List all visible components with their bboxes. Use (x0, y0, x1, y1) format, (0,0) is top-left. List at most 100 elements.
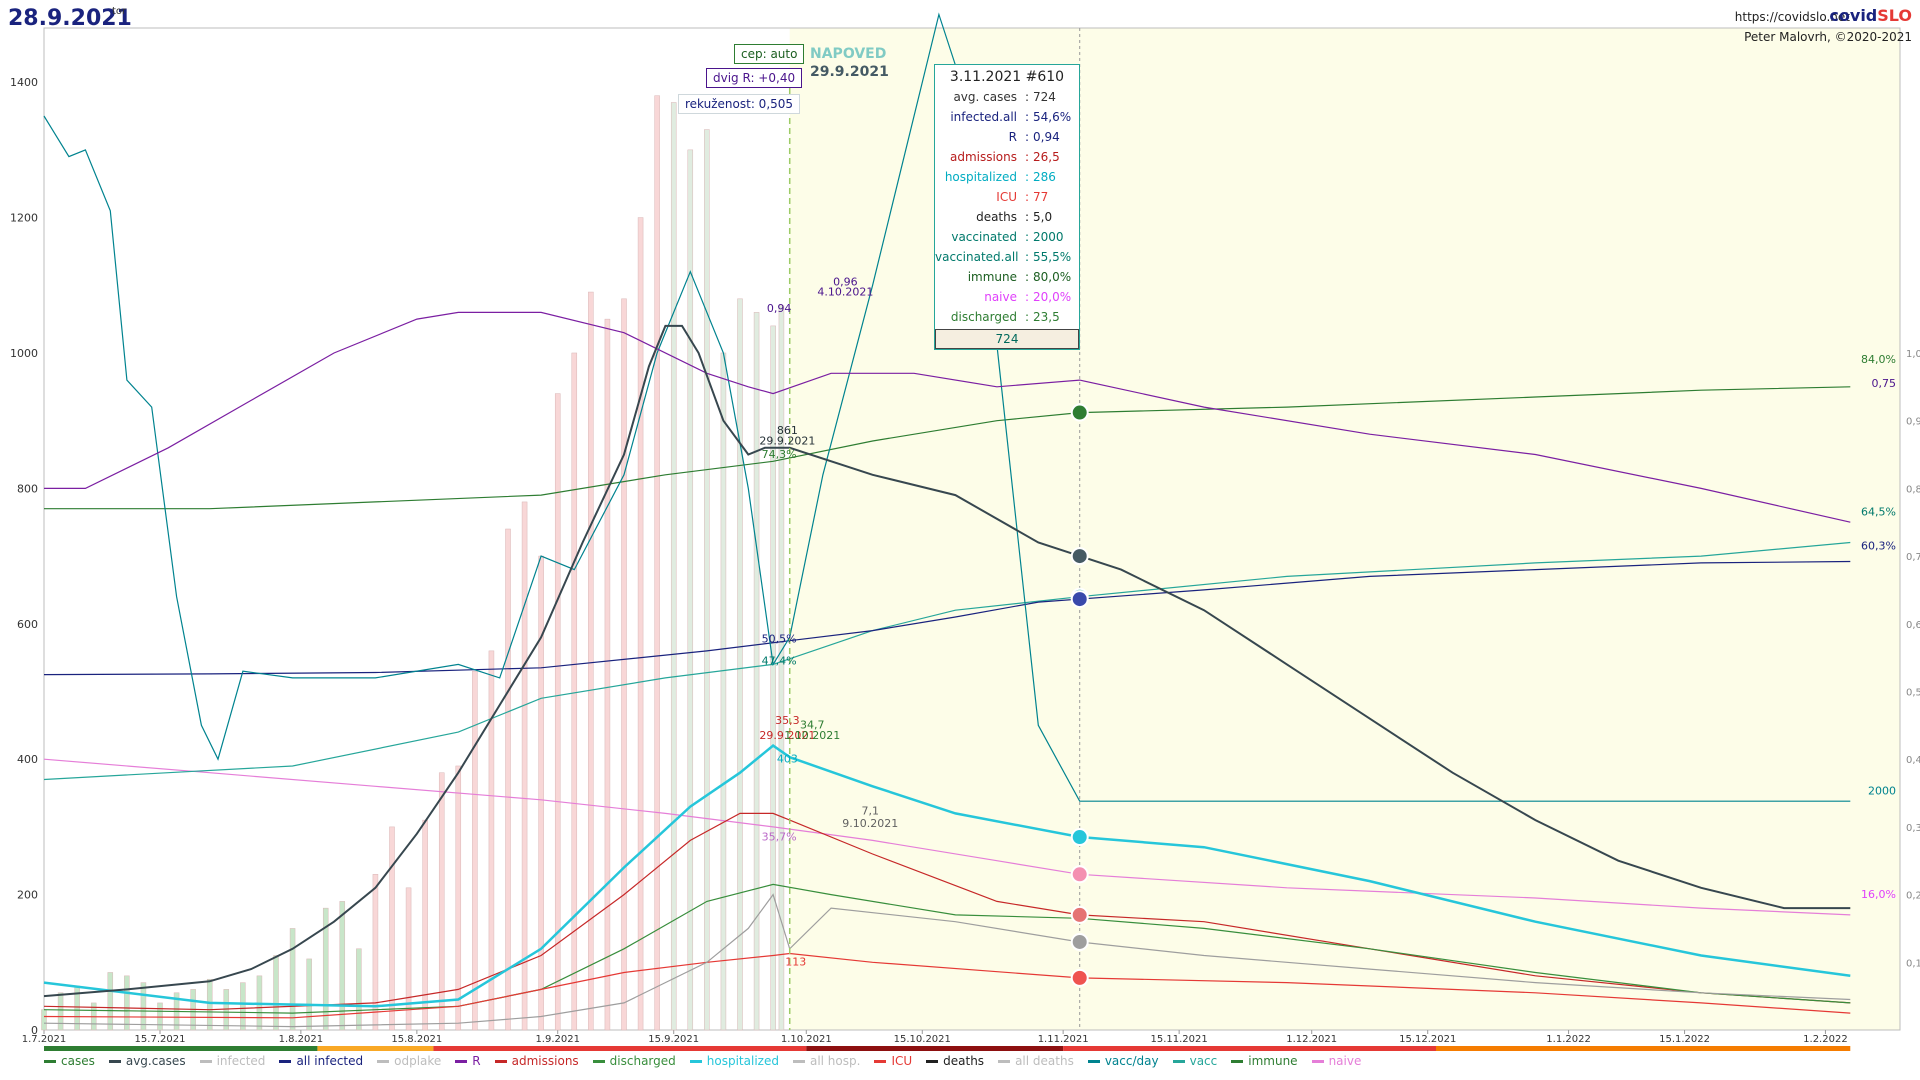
annotation-label: 2000 (1868, 784, 1896, 797)
tooltip-row: vaccinated.all:55,5% (935, 247, 1079, 267)
x-tick-label: 1.7.2021 (22, 1034, 67, 1045)
legend-item-all-infected[interactable]: all infected (279, 1054, 363, 1068)
legend-swatch (792, 1059, 805, 1063)
cases-bar (488, 650, 495, 1031)
legend-item-all-deaths[interactable]: all deaths (998, 1054, 1074, 1068)
cases-bar (538, 555, 544, 1031)
hover-tooltip: 3.11.2021 #610 avg. cases:724 infected.al… (934, 64, 1080, 350)
legend-item-infected[interactable]: infected (199, 1054, 265, 1068)
marker-dot-immune (1070, 403, 1089, 422)
y2-tick-label: 0,1 (1906, 958, 1920, 969)
marker-dot-admissions (1070, 905, 1089, 924)
legend-item-icu[interactable]: ICU (874, 1054, 912, 1068)
tooltip-row: hospitalized:286 (935, 167, 1079, 187)
legend-label: vacc/day (1104, 1054, 1159, 1068)
cases-bar (704, 129, 710, 1031)
legend-item-discharged[interactable]: discharged (592, 1054, 676, 1068)
tooltip-row-label: vaccinated.all (935, 250, 1019, 264)
y-tick-label: 1000 (10, 347, 38, 360)
legend-item-odplake[interactable]: odplake (377, 1054, 441, 1068)
tooltip-row-value: 55,5% (1033, 250, 1072, 264)
tooltip-row: discharged:23,5 (935, 307, 1079, 327)
marker-dot-all-infected (1070, 590, 1089, 609)
cases-bar (737, 298, 743, 1031)
cases-bar (621, 298, 627, 1031)
legend-swatch (377, 1059, 390, 1063)
legend-swatch (455, 1059, 468, 1063)
all-infected-line (43, 560, 1851, 676)
legend-item-naive[interactable]: naive (1311, 1054, 1361, 1068)
cases-bar (356, 948, 362, 1031)
legend-swatch (279, 1059, 292, 1063)
tooltip-row: R:0,94 (935, 127, 1079, 147)
legend-swatch (689, 1059, 702, 1063)
legend-item-admissions[interactable]: admissions (494, 1054, 579, 1068)
y-tick-label: 0 (31, 1024, 38, 1037)
cases-bar (472, 670, 478, 1031)
naive-line (43, 758, 1851, 916)
status-band (1063, 1046, 1436, 1051)
x-tick-label: 15.9.2021 (648, 1034, 699, 1045)
dvig-r-badge[interactable]: dvig R: +0,40 (706, 68, 803, 88)
legend-item-avg-cases[interactable]: avg.cases (108, 1054, 186, 1068)
cases-bar (206, 978, 213, 1031)
legend-item-all-hosp-[interactable]: all hosp. (792, 1054, 860, 1068)
cases-bar (107, 972, 114, 1031)
vacc-line (43, 541, 1851, 781)
tooltip-row-label: avg. cases (953, 90, 1017, 104)
cases-bar (306, 958, 312, 1031)
cases-bar (240, 982, 246, 1031)
annotation-label: 113 (785, 956, 806, 969)
legend-swatch (1172, 1059, 1185, 1063)
legend-item-hospitalized[interactable]: hospitalized (689, 1054, 779, 1068)
y-tick-label: 1200 (10, 212, 38, 225)
tooltip-row: deaths:5,0 (935, 207, 1079, 227)
tooltip-row-label: hospitalized (944, 170, 1017, 184)
legend-item-vacc-day[interactable]: vacc/day (1087, 1054, 1159, 1068)
icu-line (43, 952, 1851, 1019)
tooltip-row: ICU:77 (935, 187, 1079, 207)
y2-tick-label: 0,8 (1906, 484, 1920, 495)
legend-label: admissions (511, 1054, 579, 1068)
legend-item-immune[interactable]: immune (1231, 1054, 1298, 1068)
cep-badge[interactable]: cep: auto (734, 44, 805, 64)
annotation-label: 0,94 (767, 302, 792, 315)
x-tick-label: 1.2.2022 (1803, 1034, 1848, 1045)
tooltip-row-value: 26,5 (1033, 150, 1060, 164)
tooltip-row: admissions:26,5 (935, 147, 1079, 167)
legend-item-vacc[interactable]: vacc (1172, 1054, 1217, 1068)
legend-swatch (874, 1059, 887, 1063)
y2-tick-label: 0,2 (1906, 891, 1920, 902)
status-band (317, 1046, 434, 1051)
annotation-label: 74,3% (762, 448, 797, 461)
tooltip-row-value: 724 (1033, 90, 1056, 104)
legend-swatch (44, 1059, 56, 1063)
tooltip-row-value: 77 (1033, 190, 1049, 204)
legend-item-deaths[interactable]: deaths (926, 1054, 984, 1068)
tooltip-row: infected.all:54,6% (935, 107, 1079, 127)
annotation-label: 403 (777, 753, 798, 766)
annotation-label: 47,4% (762, 654, 797, 667)
plot-frame (43, 27, 1901, 1031)
legend-label: avg.cases (125, 1054, 186, 1068)
legend-swatch (199, 1059, 212, 1063)
cases-bar (157, 1002, 163, 1031)
legend-swatch (1231, 1059, 1244, 1063)
status-band (806, 1046, 1064, 1051)
legend-label: all infected (296, 1054, 364, 1068)
legend-label: cases (61, 1054, 95, 1068)
tooltip-row-value: 23,5 (1033, 310, 1060, 324)
legend-item-cases[interactable]: cases (44, 1054, 95, 1068)
rekuzenost-badge[interactable]: rekuženost: 0,505 (678, 94, 801, 114)
cases-bar (57, 992, 64, 1031)
cases-bar (339, 901, 346, 1031)
tooltip-row: naive:20,0% (935, 287, 1079, 307)
annotation-label: 35,3 (775, 714, 800, 727)
x-tick-label: 15.8.2021 (391, 1034, 442, 1045)
site-link[interactable]: https://covidslo.net (1734, 10, 1850, 24)
tooltip-row-label: R (1008, 130, 1017, 144)
cases-bar (41, 1009, 47, 1031)
status-band (1436, 1046, 1851, 1051)
legend-swatch (494, 1059, 507, 1063)
legend-item-r[interactable]: R (455, 1054, 481, 1068)
